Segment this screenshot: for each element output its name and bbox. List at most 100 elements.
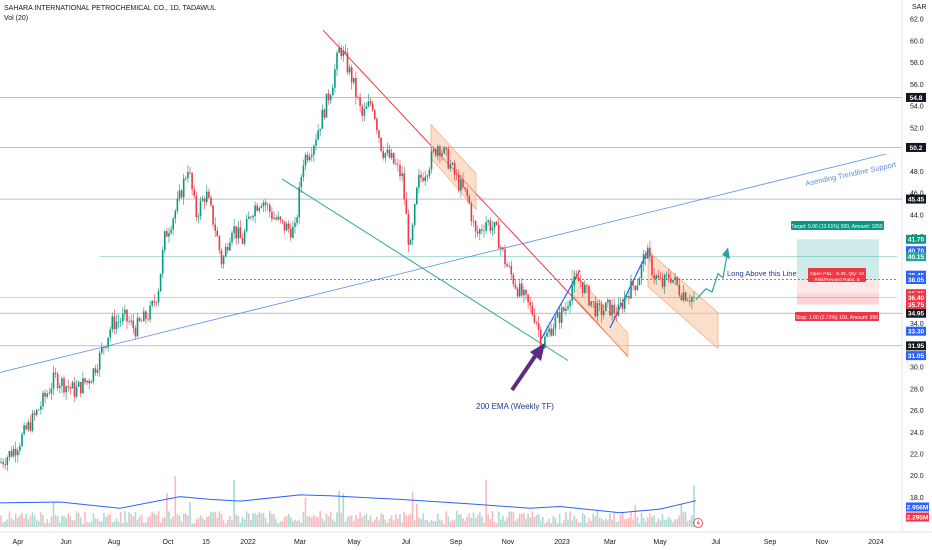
candle-body	[84, 378, 86, 383]
candle-body	[437, 146, 439, 156]
x-tick-label: May	[653, 539, 667, 546]
price-badge[interactable]	[906, 351, 926, 361]
volume-bar	[420, 519, 422, 527]
price-badge-text[interactable]: 33.30	[908, 329, 925, 336]
target-label[interactable]: Target: 5.00 (13.61%) 500, Amount: 1050	[791, 224, 883, 230]
level-badge[interactable]	[906, 194, 926, 204]
volume-badge-text[interactable]: 2.295M	[907, 514, 929, 521]
trendline-label[interactable]: Asending Trendline Support	[805, 160, 898, 188]
price-badge[interactable]	[906, 246, 926, 256]
volume-bar	[495, 523, 498, 527]
volume-bar	[500, 519, 502, 527]
volume-bar	[214, 511, 216, 527]
level-badge[interactable]	[906, 92, 926, 102]
open-pnl-label[interactable]: Open P&L: -0.35, Qty: 10	[810, 271, 864, 277]
candle-body	[416, 187, 418, 205]
stop-label[interactable]: Stop: 1.00 (2.72%) 100, Amount: 990	[796, 315, 878, 321]
projection-path[interactable]	[695, 249, 729, 301]
volume-bar	[294, 519, 296, 527]
volume-bar	[481, 516, 483, 527]
stop-label-bg[interactable]	[795, 312, 879, 321]
volume-bar	[512, 512, 515, 527]
volume-bar	[586, 522, 588, 527]
volume-bar	[193, 523, 195, 527]
indicator-label[interactable]: Vol (20)	[4, 15, 29, 22]
candle-body	[172, 218, 174, 230]
symbol-title[interactable]: SAHARA INTERNATIONAL PETROCHEMICAL CO., …	[4, 5, 216, 12]
volume-badge-text[interactable]: 2.956M	[907, 504, 929, 511]
volume-badge[interactable]	[906, 502, 929, 512]
price-badge-text[interactable]: 31.05	[908, 353, 925, 360]
candle-body	[544, 336, 546, 349]
volume-bar	[319, 510, 321, 527]
volume-bar	[493, 521, 496, 527]
ema-label[interactable]: 200 EMA (Weekly TF)	[476, 402, 554, 411]
risk-reward-label[interactable]: Risk/Reward Ratio: 5	[814, 277, 859, 283]
long-label[interactable]: Long Above this Line	[727, 269, 797, 278]
price-badge[interactable]	[906, 326, 926, 336]
target-label-bg[interactable]	[791, 221, 884, 230]
level-badge-text[interactable]: 45.45	[908, 196, 925, 203]
projection-arrowhead[interactable]	[722, 247, 730, 260]
level-badge[interactable]	[906, 341, 926, 351]
price-badge-text[interactable]: 40.15	[908, 254, 925, 261]
impulse-leg-1[interactable]	[539, 269, 581, 342]
volume-bar	[567, 519, 569, 527]
volume-bar	[607, 520, 609, 527]
drawings-layer[interactable]	[0, 29, 902, 373]
volume-bar	[153, 513, 156, 527]
x-tick-label: Mar	[294, 539, 307, 546]
price-badge-text[interactable]: 35.75	[908, 302, 925, 309]
candle-body	[269, 204, 271, 212]
candle-body	[476, 231, 479, 234]
level-badge-text[interactable]: 31.95	[908, 343, 925, 350]
candle-body	[52, 372, 55, 389]
pnl-label-bg[interactable]	[808, 268, 866, 282]
time-axis[interactable]: Apr Jun Aug Oct 15 2022 Mar May Jul Sep Nov 2023 Mar…	[13, 539, 884, 546]
level-badge[interactable]	[906, 142, 926, 152]
level-badge-text[interactable]: 34.95	[908, 311, 925, 318]
chart-header: SAHARA INTERNATIONAL PETROCHEMICAL CO., …	[4, 4, 216, 24]
price-badge[interactable]	[906, 275, 926, 285]
price-axis[interactable]: SAR62.060.058.056.054.052.050.048.046.04…	[906, 4, 929, 522]
volume-bar	[533, 517, 536, 527]
candle-body	[59, 385, 61, 388]
price-badge[interactable]	[906, 300, 926, 310]
position-loss-zone[interactable]	[797, 293, 879, 305]
ema-arrow-head[interactable]	[530, 343, 545, 361]
y-tick-label: 54.0	[910, 104, 924, 111]
price-badge[interactable]	[906, 234, 926, 244]
ema-arrow-shaft[interactable]	[510, 350, 540, 392]
impulse-leg-2[interactable]	[609, 250, 649, 329]
position-entry-zone[interactable]	[797, 279, 879, 294]
candle-body	[592, 301, 594, 302]
y-tick-label: 46.0	[910, 191, 924, 198]
price-badge-text[interactable]: 41.75	[908, 237, 925, 244]
candle-body	[642, 254, 645, 265]
volume-bar	[523, 512, 525, 527]
volume-bar	[21, 512, 23, 527]
volume-bar	[369, 515, 372, 527]
price-badge[interactable]	[906, 292, 926, 302]
price-badge-text[interactable]: 38.05	[908, 277, 925, 284]
level-badge-text[interactable]: 50.2	[910, 145, 923, 152]
volume-bar	[594, 516, 597, 527]
price-badge[interactable]	[906, 252, 926, 262]
ascending-trendline[interactable]	[0, 153, 887, 373]
level-badge-text[interactable]: 54.8	[910, 95, 923, 102]
price-badge-text[interactable]: 36.40	[908, 295, 925, 302]
volume-bar	[445, 511, 447, 527]
ema-200-line[interactable]	[281, 178, 569, 361]
volume-bar	[502, 515, 504, 527]
volume-bar	[527, 513, 529, 527]
flash-icon[interactable]	[693, 518, 703, 528]
volume-badge[interactable]	[906, 512, 929, 522]
candle-body	[8, 451, 11, 458]
volume-bar	[476, 515, 479, 527]
level-badge[interactable]	[906, 308, 926, 318]
candle-body	[115, 321, 118, 330]
volume-bar	[88, 522, 90, 527]
price-badge-text[interactable]: 40.70	[908, 248, 925, 255]
annotations-layer[interactable]: 200 EMA (Weekly TF) Asending Trendline Su…	[476, 160, 898, 528]
